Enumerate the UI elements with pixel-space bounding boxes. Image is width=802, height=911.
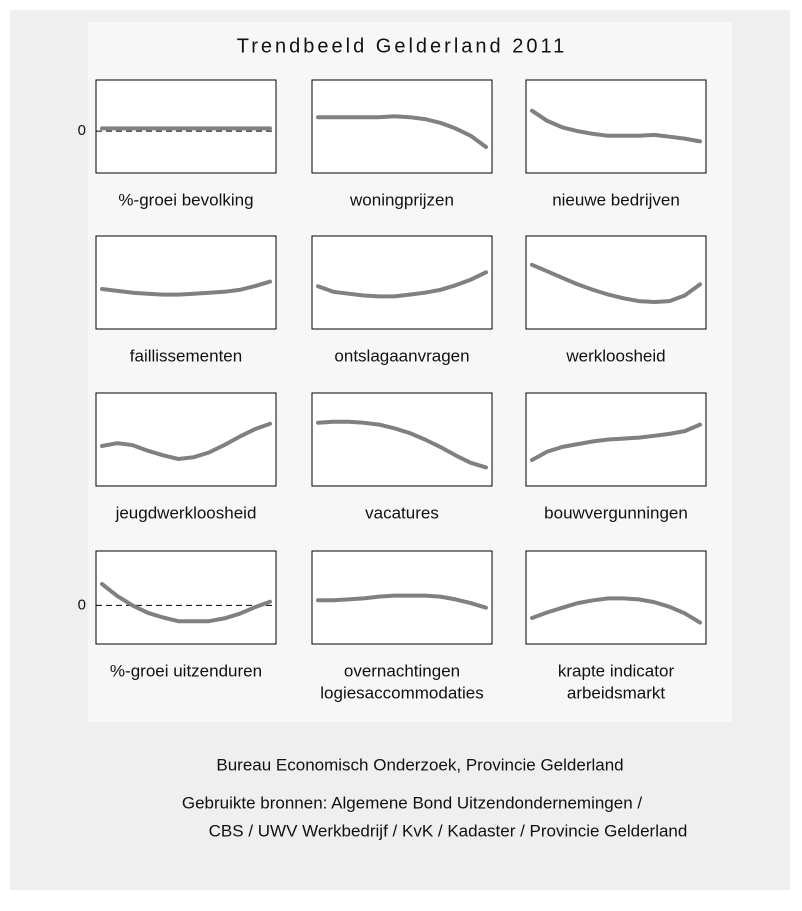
panel-frame — [95, 392, 277, 487]
trend-line — [316, 593, 488, 610]
panel-label: faillissementen — [130, 346, 242, 365]
trend-line — [100, 421, 272, 461]
trend-line — [530, 262, 702, 304]
trend-line — [316, 270, 488, 299]
panel-label: vacatures — [365, 503, 439, 522]
panel-frame — [95, 235, 277, 330]
panel-frame — [525, 235, 707, 330]
panel-label: logiesaccommodaties — [320, 683, 483, 702]
credit: Bureau Economisch Onderzoek, Provincie G… — [216, 755, 623, 774]
trend-line — [100, 279, 272, 297]
panel-frame — [95, 550, 277, 645]
trend-line — [530, 108, 702, 144]
panel-label: jeugdwerkloosheid — [115, 503, 257, 522]
panel-label: nieuwe bedrijven — [552, 190, 680, 209]
sources: Gebruikte bronnen: Algemene Bond Uitzend… — [182, 793, 643, 812]
panel-label: woningprijzen — [349, 190, 454, 209]
panel-label: ontslagaanvragen — [334, 346, 469, 365]
panel-label: %-groei bevolking — [118, 190, 253, 209]
trend-line — [530, 596, 702, 625]
panel-label: bouwvergunningen — [544, 503, 688, 522]
panel-label: arbeidsmarkt — [567, 683, 666, 702]
trend-line — [530, 422, 702, 462]
y-tick-label: 0 — [78, 122, 86, 139]
panel-label: %-groei uitzenduren — [110, 661, 262, 680]
chart-title: Trendbeeld Gelderland 2011 — [237, 35, 567, 57]
panel-label: werkloosheid — [565, 346, 665, 365]
panel-frame — [525, 79, 707, 174]
panel-label: krapte indicator — [558, 661, 675, 680]
y-tick-label: 0 — [78, 596, 86, 613]
panel-frame — [311, 392, 493, 487]
sources: CBS / UWV Werkbedrijf / KvK / Kadaster /… — [209, 821, 688, 840]
trend-line — [100, 582, 272, 624]
panel-frame — [311, 79, 493, 174]
panel-label: overnachtingen — [344, 661, 460, 680]
trend-line — [316, 419, 488, 470]
trend-line — [316, 114, 488, 149]
